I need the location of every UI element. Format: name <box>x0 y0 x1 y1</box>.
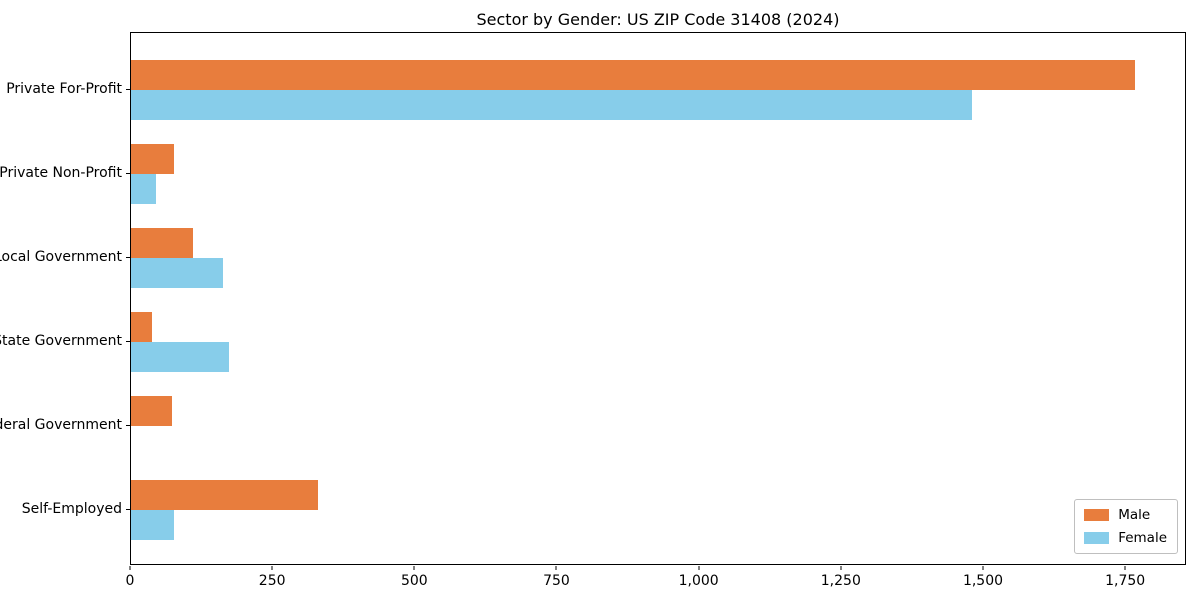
x-tick-label: 1,000 <box>678 573 719 589</box>
x-tick-label: 500 <box>400 573 428 589</box>
bar-rows <box>131 33 1185 564</box>
chart-title: Sector by Gender: US ZIP Code 31408 (202… <box>476 10 840 29</box>
y-tick-label: Self-Employed <box>21 501 122 517</box>
category-row <box>131 384 1185 468</box>
x-tick-mark <box>1124 566 1126 570</box>
x-tick-mark <box>129 566 131 570</box>
legend-item: Female <box>1084 530 1167 546</box>
x-tick-label: 750 <box>543 573 570 589</box>
x-tick-label: 250 <box>258 573 286 589</box>
y-tick-label: Private For-Profit <box>6 81 122 97</box>
category-row <box>131 132 1185 216</box>
female-legend-swatch <box>1084 532 1110 544</box>
category-row <box>131 300 1185 384</box>
category-row <box>131 216 1185 300</box>
male-bar <box>131 396 172 426</box>
category-row <box>131 468 1185 552</box>
x-tick-label: 1,250 <box>820 573 861 589</box>
y-tick-label: State Government <box>0 333 122 349</box>
plot-area: Male Female <box>130 32 1186 565</box>
x-tick-label: 1,750 <box>1105 573 1146 589</box>
male-bar <box>131 228 193 258</box>
y-tick-mark <box>126 341 130 342</box>
legend: Male Female <box>1074 499 1178 554</box>
female-bar <box>131 510 175 540</box>
x-tick-mark <box>982 566 984 570</box>
x-tick-mark <box>840 566 842 570</box>
x-tick-mark <box>271 566 273 570</box>
male-bar <box>131 144 175 174</box>
x-tick-label: 0 <box>125 573 135 589</box>
female-bar <box>131 90 973 120</box>
female-bar <box>131 174 156 204</box>
y-tick-label: Local Government <box>0 249 122 265</box>
legend-item: Male <box>1084 507 1167 523</box>
male-bar <box>131 312 152 342</box>
male-bar <box>131 480 318 510</box>
category-row <box>131 48 1185 132</box>
y-tick-mark <box>126 173 130 174</box>
x-tick-label: 1,500 <box>962 573 1004 589</box>
x-tick-mark <box>555 566 557 570</box>
male-bar <box>131 60 1136 90</box>
male-legend-swatch <box>1084 509 1110 521</box>
y-tick-label: Private Non-Profit <box>0 165 122 181</box>
y-tick-mark <box>126 425 130 426</box>
x-axis: 0 250 500 750 1,000 1,250 1,500 1,750 <box>126 566 1186 596</box>
y-tick-mark <box>126 89 130 90</box>
y-axis-labels: Private For-Profit Private Non-Profit Loca… <box>0 32 122 565</box>
y-tick-label: Federal Government <box>0 417 122 433</box>
legend-label: Male <box>1118 507 1151 523</box>
y-tick-mark <box>126 509 130 510</box>
x-tick-mark <box>698 566 700 570</box>
y-tick-mark <box>126 257 130 258</box>
female-bar <box>131 342 229 372</box>
female-bar <box>131 258 223 288</box>
legend-label: Female <box>1118 530 1167 546</box>
x-tick-mark <box>413 566 415 570</box>
